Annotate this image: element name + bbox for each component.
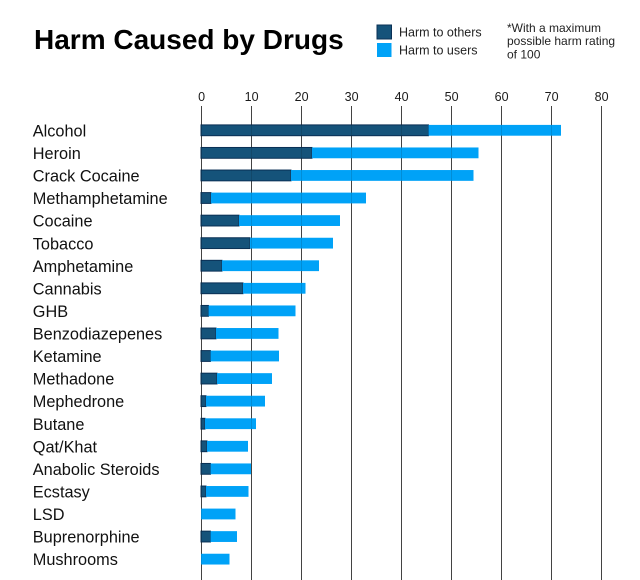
svg-text:Harm Caused by Drugs: Harm Caused by Drugs	[34, 24, 344, 55]
svg-text:80: 80	[595, 90, 609, 104]
svg-text:Ketamine: Ketamine	[33, 348, 102, 366]
svg-text:Anabolic Steroids: Anabolic Steroids	[33, 461, 160, 479]
svg-text:Harm to users: Harm to users	[399, 44, 478, 58]
svg-text:Buprenorphine: Buprenorphine	[33, 529, 140, 547]
svg-text:Alcohol: Alcohol	[33, 122, 86, 140]
svg-text:Amphetamine: Amphetamine	[33, 258, 133, 276]
svg-text:Benzodiazepenes: Benzodiazepenes	[33, 326, 162, 344]
svg-text:Heroin: Heroin	[33, 145, 81, 163]
svg-text:GHB: GHB	[33, 303, 68, 321]
svg-text:Butane: Butane	[33, 416, 85, 434]
svg-text:Crack Cocaine: Crack Cocaine	[33, 168, 140, 186]
svg-text:Mushrooms: Mushrooms	[33, 551, 118, 569]
svg-text:10: 10	[245, 90, 259, 104]
svg-text:Cannabis: Cannabis	[33, 280, 102, 298]
svg-text:Tobacco: Tobacco	[33, 235, 94, 253]
svg-text:40: 40	[395, 90, 409, 104]
svg-text:50: 50	[445, 90, 459, 104]
svg-text:Qat/Khat: Qat/Khat	[33, 438, 98, 456]
svg-text:Methamphetamine: Methamphetamine	[33, 190, 168, 208]
svg-text:of 100: of 100	[507, 47, 541, 61]
svg-text:Harm to others: Harm to others	[399, 26, 482, 40]
svg-text:Mephedrone: Mephedrone	[33, 393, 124, 411]
svg-text:0: 0	[198, 90, 205, 104]
svg-text:70: 70	[545, 90, 559, 104]
svg-text:Cocaine: Cocaine	[33, 213, 93, 231]
svg-text:20: 20	[295, 90, 309, 104]
svg-text:60: 60	[495, 90, 509, 104]
svg-text:LSD: LSD	[33, 506, 65, 524]
svg-text:Ecstasy: Ecstasy	[33, 484, 91, 502]
svg-text:possible harm rating: possible harm rating	[507, 34, 615, 48]
svg-text:*With a maximum: *With a maximum	[507, 21, 601, 35]
svg-text:30: 30	[345, 90, 359, 104]
svg-text:Methadone: Methadone	[33, 371, 114, 389]
